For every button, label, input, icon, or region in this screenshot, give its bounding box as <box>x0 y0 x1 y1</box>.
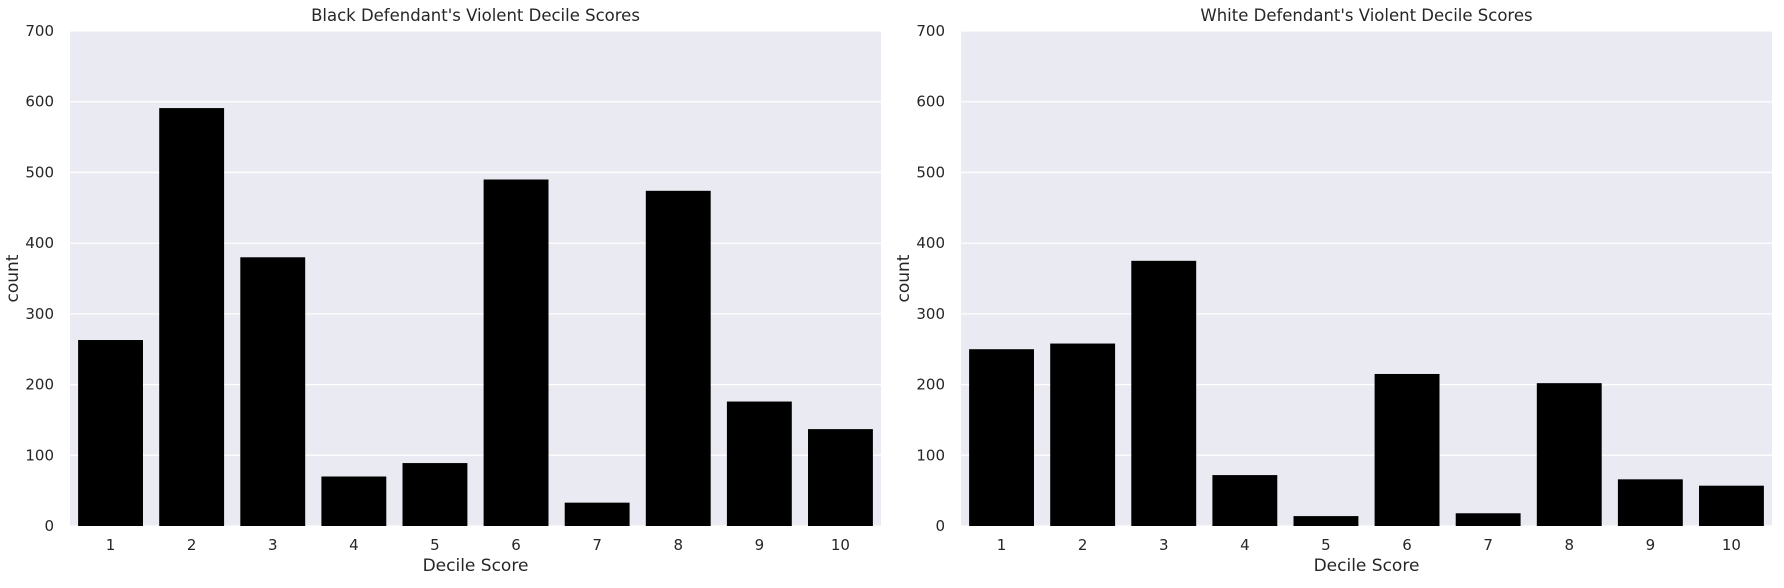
y-tick-label-white: 100 <box>916 446 945 464</box>
bar-black-2 <box>159 108 225 526</box>
x-axis-label-black: Decile Score <box>423 556 529 576</box>
x-tick-label-white: 8 <box>1564 536 1574 554</box>
y-tick-label-black: 500 <box>25 163 54 181</box>
y-tick-label-black: 700 <box>25 22 54 40</box>
x-tick-label-white: 5 <box>1321 536 1331 554</box>
y-tick-label-white: 300 <box>916 305 945 323</box>
bar-white-2 <box>1050 343 1116 526</box>
bar-white-4 <box>1212 475 1278 526</box>
bar-white-10 <box>1699 485 1764 526</box>
x-tick-label-white: 4 <box>1240 536 1250 554</box>
y-tick-label-black: 600 <box>25 93 54 111</box>
x-tick-label-white: 3 <box>1159 536 1169 554</box>
x-tick-label-black: 7 <box>592 536 602 554</box>
bar-black-6 <box>483 179 549 526</box>
x-tick-label-black: 1 <box>106 536 116 554</box>
bar-white-1 <box>969 349 1034 526</box>
y-tick-label-black: 200 <box>25 376 54 394</box>
chart-title-white: White Defendant's Violent Decile Scores <box>1200 6 1532 25</box>
bar-white-9 <box>1617 479 1683 526</box>
bar-black-5 <box>402 463 468 526</box>
y-tick-label-white: 0 <box>935 517 945 535</box>
y-tick-label-white: 400 <box>916 234 945 252</box>
x-tick-label-black: 4 <box>349 536 359 554</box>
y-tick-label-black: 0 <box>44 517 54 535</box>
x-tick-label-black: 9 <box>755 536 765 554</box>
bar-white-6 <box>1374 373 1440 526</box>
x-tick-label-white: 7 <box>1483 536 1493 554</box>
y-tick-label-black: 300 <box>25 305 54 323</box>
bar-black-1 <box>78 340 143 526</box>
y-tick-label-black: 100 <box>25 446 54 464</box>
y-axis-label-black: count <box>3 254 23 302</box>
x-tick-label-black: 3 <box>268 536 278 554</box>
x-tick-label-black: 10 <box>831 536 850 554</box>
x-tick-label-white: 1 <box>997 536 1007 554</box>
x-tick-label-black: 5 <box>430 536 440 554</box>
chart-black-defendants: 0 100 200 300 400 500 600 700 1 2 3 4 5 6 7 8 9 10 Black D… <box>3 6 881 576</box>
x-tick-label-white: 9 <box>1646 536 1656 554</box>
y-tick-label-black: 400 <box>25 234 54 252</box>
bar-black-10 <box>808 429 873 526</box>
bar-white-3 <box>1131 260 1197 526</box>
x-tick-label-white: 2 <box>1078 536 1088 554</box>
bar-white-8 <box>1536 383 1602 526</box>
x-axis-label-white: Decile Score <box>1314 556 1420 576</box>
bar-black-7 <box>564 502 630 526</box>
x-tick-label-black: 2 <box>187 536 197 554</box>
chart-title-black: Black Defendant's Violent Decile Scores <box>311 6 640 25</box>
bar-black-3 <box>240 257 306 526</box>
bar-black-8 <box>645 190 711 527</box>
x-tick-label-white: 6 <box>1402 536 1412 554</box>
bar-white-5 <box>1293 516 1359 526</box>
y-tick-label-white: 600 <box>916 93 945 111</box>
y-tick-label-white: 500 <box>916 163 945 181</box>
y-tick-label-white: 700 <box>916 22 945 40</box>
bar-black-9 <box>726 401 792 526</box>
x-tick-label-black: 6 <box>511 536 521 554</box>
bar-black-4 <box>321 476 387 526</box>
x-tick-label-black: 8 <box>673 536 683 554</box>
x-tick-label-white: 10 <box>1722 536 1741 554</box>
chart-white-defendants: 0 100 200 300 400 500 600 700 1 2 3 4 5 6 7 8 9 10 White D… <box>894 6 1772 576</box>
y-tick-label-white: 200 <box>916 376 945 394</box>
bar-white-7 <box>1455 513 1521 526</box>
y-axis-label-white: count <box>894 254 914 302</box>
